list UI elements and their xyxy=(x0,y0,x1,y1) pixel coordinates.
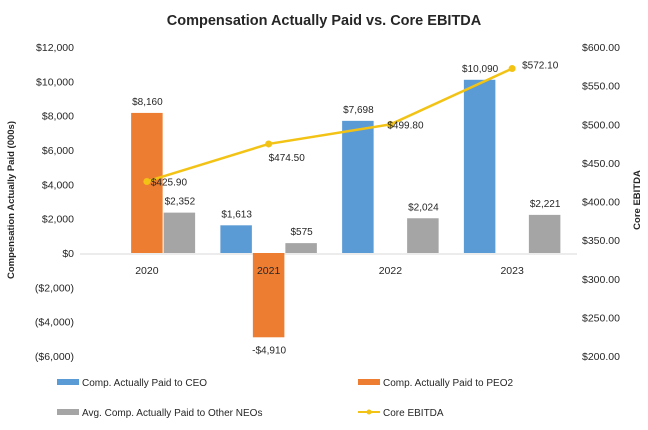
legend-swatch xyxy=(57,409,79,415)
legend-item: Comp. Actually Paid to PEO2 xyxy=(358,378,514,389)
core-ebitda-point xyxy=(143,177,151,185)
y2-tick-label: $500.00 xyxy=(582,119,620,131)
legend-item: Avg. Comp. Actually Paid to Other NEOs xyxy=(57,408,262,419)
data-label: $8,160 xyxy=(132,97,163,108)
bar-avg-comp-actually-paid-to-other-neos xyxy=(407,218,439,253)
y-tick-label: ($6,000) xyxy=(35,351,74,363)
data-label: -$4,910 xyxy=(252,345,286,356)
bar-avg-comp-actually-paid-to-other-neos xyxy=(163,212,196,253)
data-label: $7,698 xyxy=(343,105,374,116)
data-label: $1,613 xyxy=(221,209,252,220)
y2-tick-label: $200.00 xyxy=(582,351,620,363)
x-tick-label: 2021 xyxy=(257,265,281,277)
legend-swatch xyxy=(57,379,79,385)
x-tick-label: 2023 xyxy=(500,265,524,277)
bar-avg-comp-actually-paid-to-other-neos xyxy=(285,243,317,253)
legend-item: Comp. Actually Paid to CEO xyxy=(57,378,207,389)
data-label: $425.90 xyxy=(151,177,188,188)
legend-label: Avg. Comp. Actually Paid to Other NEOs xyxy=(82,408,262,419)
x-tick-label: 2020 xyxy=(135,265,159,277)
data-label: $10,090 xyxy=(462,64,499,75)
core-ebitda-line xyxy=(146,67,513,183)
bar-comp-actually-paid-to-ceo xyxy=(220,225,252,253)
y-tick-label: $2,000 xyxy=(42,214,74,226)
y-tick-label: ($4,000) xyxy=(35,317,74,329)
y-tick-label: $8,000 xyxy=(42,111,74,123)
data-label: $2,221 xyxy=(530,199,561,210)
bar-comp-actually-paid-to-ceo xyxy=(342,120,374,253)
y2-tick-label: $300.00 xyxy=(582,274,620,286)
data-label: $2,352 xyxy=(165,197,196,208)
legend-label: Core EBITDA xyxy=(383,408,444,419)
data-label: $2,024 xyxy=(408,202,439,213)
core-ebitda-point xyxy=(386,120,394,128)
core-ebitda-point xyxy=(508,65,516,73)
y-tick-label: $10,000 xyxy=(36,76,74,88)
legend-item: Core EBITDA xyxy=(358,408,444,419)
bar-avg-comp-actually-paid-to-other-neos xyxy=(528,214,561,253)
data-label: $572.10 xyxy=(522,61,559,72)
y-tick-label: $12,000 xyxy=(36,42,74,54)
chart-title: Compensation Actually Paid vs. Core EBIT… xyxy=(167,13,482,29)
y-tick-label: $4,000 xyxy=(42,179,74,191)
y2-tick-label: $550.00 xyxy=(582,81,620,93)
y2-tick-label: $600.00 xyxy=(582,42,620,54)
y-tick-label: $6,000 xyxy=(42,145,74,157)
y2-tick-label: $350.00 xyxy=(582,235,620,247)
legend-label: Comp. Actually Paid to PEO2 xyxy=(383,378,514,389)
y2-tick-label: $250.00 xyxy=(582,312,620,324)
y2-tick-label: $400.00 xyxy=(582,197,620,209)
legend-swatch xyxy=(358,379,380,385)
y2-tick-label: $450.00 xyxy=(582,158,620,170)
bar-comp-actually-paid-to-peo2 xyxy=(252,253,285,338)
legend-label: Comp. Actually Paid to CEO xyxy=(82,378,207,389)
core-ebitda-point xyxy=(265,140,273,148)
y2-axis-label: Core EBITDA xyxy=(632,170,643,230)
y-tick-label: ($2,000) xyxy=(35,282,74,294)
data-label: $575 xyxy=(291,227,314,238)
data-label: $499.80 xyxy=(387,120,424,131)
x-tick-label: 2022 xyxy=(379,265,403,277)
bar-comp-actually-paid-to-ceo xyxy=(463,79,496,253)
y-tick-label: $0 xyxy=(62,248,74,260)
data-label: $474.50 xyxy=(269,153,306,164)
legend-marker xyxy=(366,409,372,415)
y-axis-label: Compensation Actually Paid (000s) xyxy=(6,121,17,279)
